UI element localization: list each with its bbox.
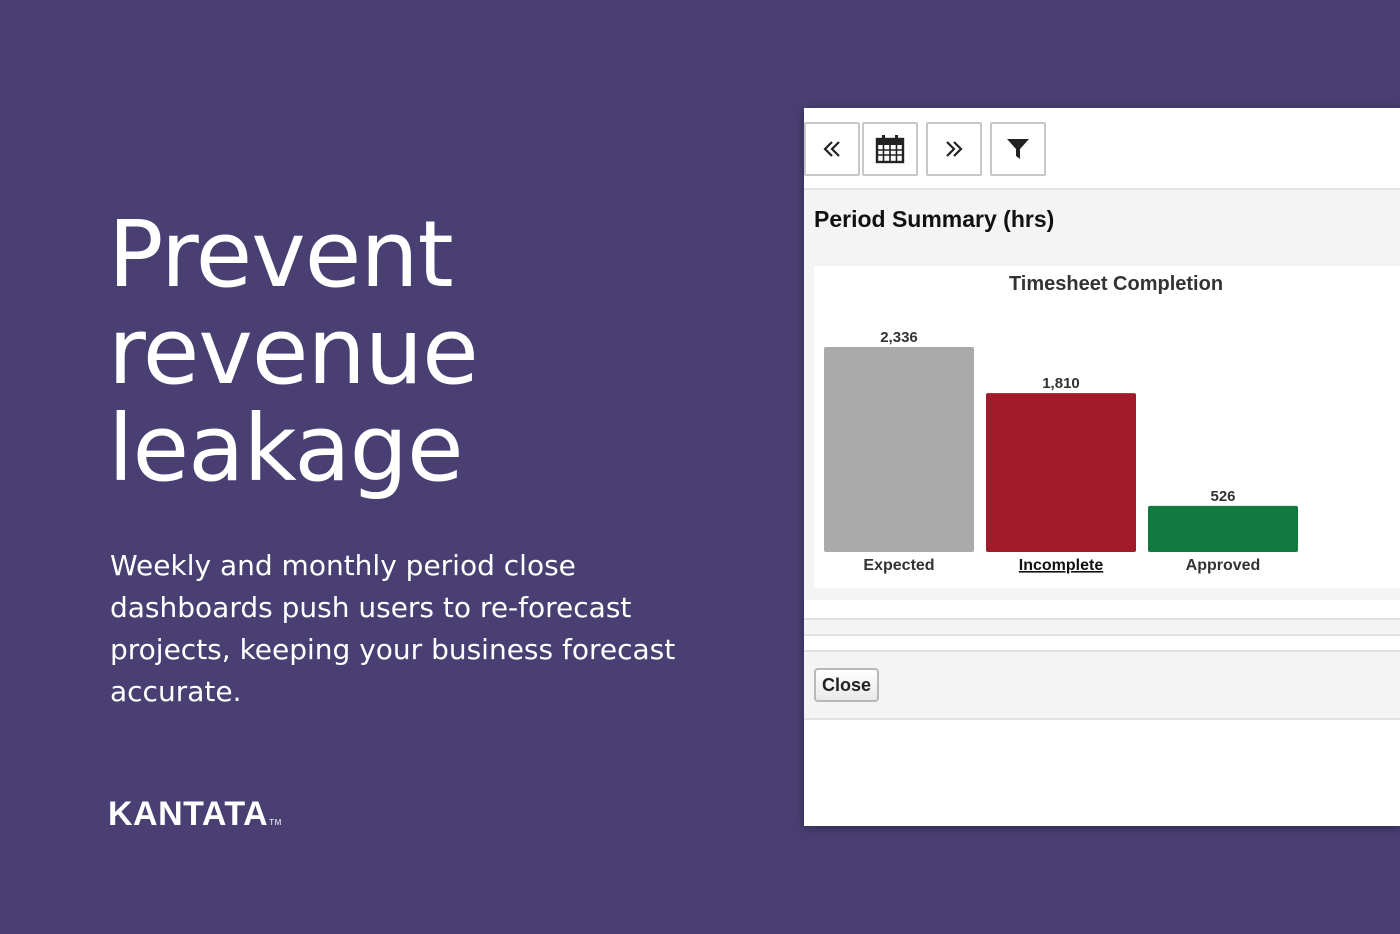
next-period-button[interactable] bbox=[926, 122, 982, 176]
category-label-approved: Approved bbox=[1186, 557, 1261, 574]
double-chevron-right-icon bbox=[946, 141, 963, 157]
filter-button[interactable] bbox=[990, 122, 1046, 176]
category-label-incomplete[interactable]: Incomplete bbox=[1019, 557, 1104, 574]
headline-line-2: revenue bbox=[108, 298, 479, 405]
dashboard-panel: Period Summary (hrs) Timesheet Completio… bbox=[804, 108, 1400, 826]
close-button[interactable]: Close bbox=[814, 668, 880, 702]
logo-wordmark: KANTATA bbox=[108, 795, 269, 833]
category-label-expected: Expected bbox=[863, 557, 934, 574]
toolbar bbox=[804, 108, 1400, 190]
headline: Prevent revenue leakage bbox=[108, 201, 479, 502]
divider-band bbox=[804, 618, 1400, 636]
value-label-approved: 526 bbox=[1210, 488, 1235, 505]
headline-line-1: Prevent bbox=[108, 201, 454, 308]
double-chevron-left-icon bbox=[823, 141, 840, 157]
chart-title: Timesheet Completion bbox=[1009, 273, 1223, 295]
kantata-logo: KANTATATM bbox=[108, 795, 282, 834]
bar-approved[interactable] bbox=[1148, 505, 1298, 552]
bar-expected[interactable] bbox=[824, 347, 974, 552]
bar-incomplete[interactable] bbox=[986, 393, 1136, 552]
panel-footer: Close bbox=[804, 650, 1400, 720]
calendar-button[interactable] bbox=[862, 122, 918, 176]
chart-svg: Timesheet Completion 2,336 Expected 1,810 I… bbox=[824, 273, 1298, 574]
trademark-mark: TM bbox=[269, 818, 282, 827]
timesheet-chart: Timesheet Completion 2,336 Expected 1,810 I… bbox=[814, 266, 1400, 588]
section-header: Period Summary (hrs) bbox=[804, 190, 1400, 252]
calendar-icon bbox=[875, 135, 905, 164]
filter-icon bbox=[1007, 139, 1029, 159]
previous-period-button[interactable] bbox=[804, 122, 860, 176]
headline-line-3: leakage bbox=[108, 395, 464, 502]
section-title: Period Summary (hrs) bbox=[814, 206, 1055, 232]
value-label-expected: 2,336 bbox=[880, 329, 918, 346]
body-text: Weekly and monthly period close dashboar… bbox=[110, 549, 676, 708]
value-label-incomplete: 1,810 bbox=[1042, 375, 1080, 392]
